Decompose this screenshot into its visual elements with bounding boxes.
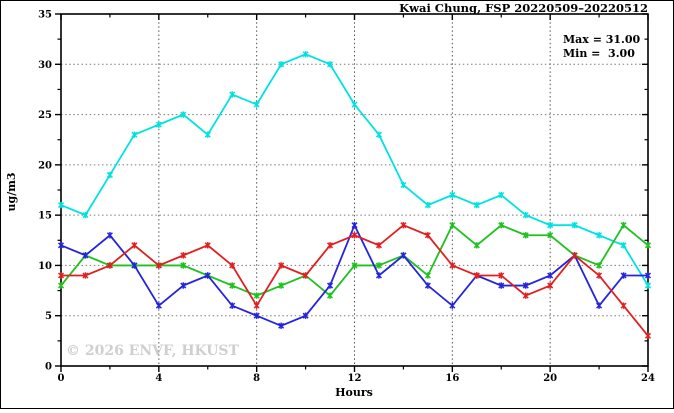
x-tick-label: 8: [253, 373, 260, 384]
x-tick-label: 4: [155, 373, 162, 384]
y-tick-label: 20: [38, 160, 52, 171]
x-tick-label: 20: [543, 373, 557, 384]
x-tick-label: 24: [641, 373, 655, 384]
max-annotation: Max = 31.00: [563, 33, 641, 46]
series-station-4-red: [57, 222, 652, 340]
series-markers-station-4-red: [57, 222, 652, 340]
plot-border: [60, 13, 649, 367]
y-tick-label: 10: [38, 261, 52, 272]
y-tick-label: 35: [38, 10, 52, 21]
tick-labels: 0 5 10 15 20 25 30 35 0 4 8 12 16 20 24: [38, 10, 655, 385]
y-tick-label: 15: [38, 211, 52, 222]
y-axis-label: ug/m3: [5, 173, 18, 212]
copyright-watermark: © 2026 ENVF, HKUST: [66, 343, 240, 359]
y-tick-label: 0: [45, 362, 52, 373]
y-tick-label: 30: [38, 60, 52, 71]
axis-ticks: [55, 13, 649, 372]
plot-area: 0 5 10 15 20 25 30 35 0 4 8 12 16 20 24: [38, 10, 655, 385]
min-annotation: Min = 3.00: [563, 47, 635, 60]
x-tick-label: 12: [348, 373, 362, 384]
gridlines: [61, 14, 648, 366]
series-markers-station-1-cyan: [57, 51, 652, 289]
x-axis-label: Hours: [335, 386, 373, 399]
y-tick-label: 5: [45, 311, 52, 322]
chart-title: Kwai Chung, FSP 20220509–20220512: [399, 1, 648, 15]
series-station-1-cyan: [57, 51, 652, 289]
y-tick-label: 25: [38, 110, 52, 121]
x-tick-label: 0: [58, 373, 65, 384]
x-tick-label: 16: [445, 373, 459, 384]
